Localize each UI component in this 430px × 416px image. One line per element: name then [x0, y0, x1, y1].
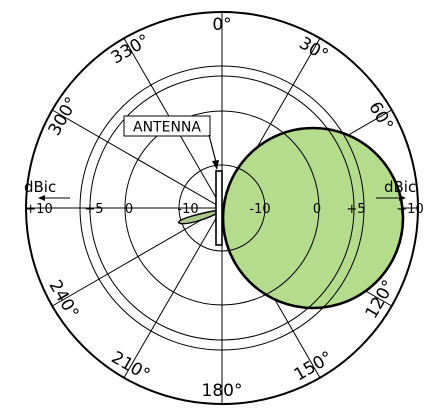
left-scale-label: +5: [84, 202, 103, 217]
angle-label: 30°: [295, 33, 331, 65]
left-scale-label: -10: [177, 202, 198, 217]
right-scale-label: 0: [313, 202, 321, 217]
antenna-label: ANTENNA: [133, 120, 201, 136]
angle-label: 240°: [45, 277, 83, 322]
right-unit-label: dBic: [384, 178, 416, 196]
right-scale-label: +5: [346, 202, 365, 217]
angle-label: 60°: [364, 98, 396, 134]
angle-label: 0°: [212, 15, 231, 35]
right-scale-label: -10: [249, 202, 270, 217]
right-scale-label: +10: [396, 202, 423, 217]
angle-label: 300°: [45, 94, 83, 139]
left-unit-label: dBic: [24, 178, 56, 196]
left-scale: +10 +5 0 -10: [25, 202, 198, 217]
left-scale-label: 0: [125, 202, 133, 217]
antenna-element: [216, 171, 222, 245]
angle-label: 180°: [202, 381, 243, 401]
angle-label: 150°: [291, 348, 336, 386]
angle-label: 210°: [108, 348, 153, 386]
left-scale-label: +10: [25, 202, 52, 217]
antenna-leader-arrow: [212, 160, 219, 170]
angle-label: 330°: [108, 31, 153, 69]
